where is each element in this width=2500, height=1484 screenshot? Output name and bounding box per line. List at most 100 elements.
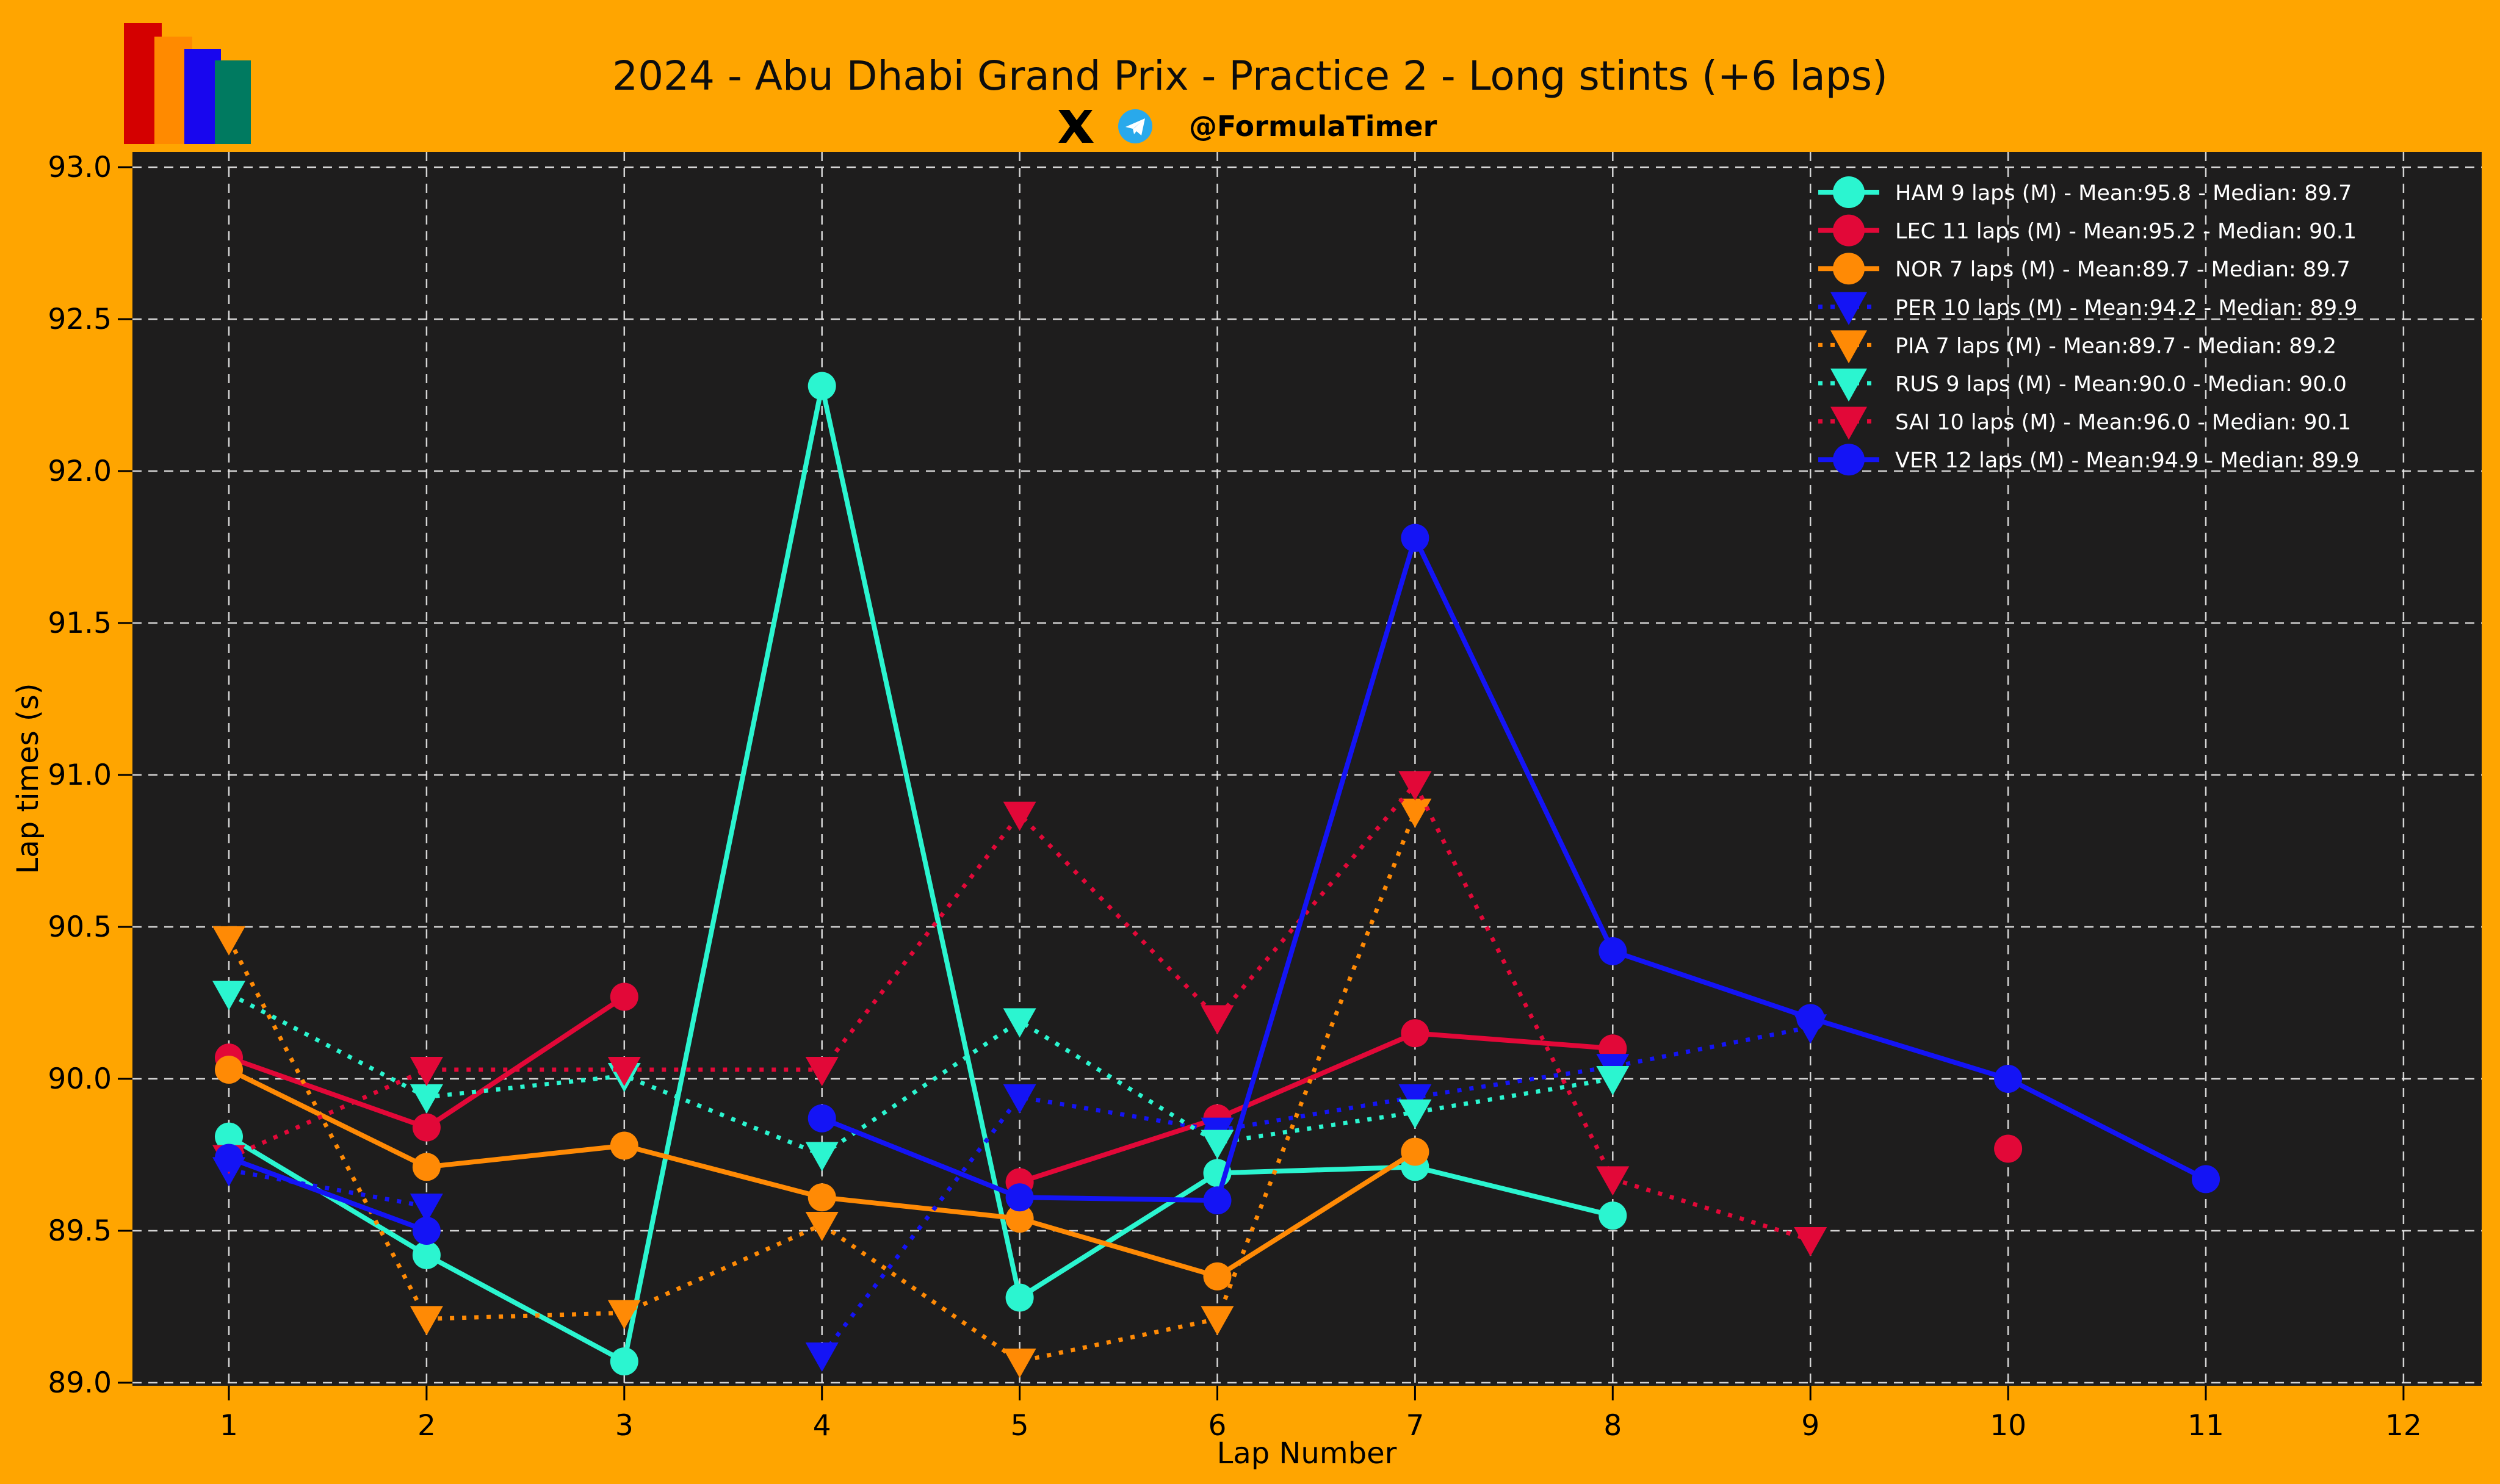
marker-RUS — [805, 1142, 839, 1172]
marker-PIA — [410, 1306, 443, 1336]
series-HAM-line-0 — [227, 385, 1614, 1366]
axes: 1 2 3 4 5 6 7 8 9 10 11 1289.089.590.090.591.091.59… — [48, 151, 2421, 1443]
marker-VER — [412, 1217, 441, 1245]
legend-label-VER: VER 12 laps (M) - Mean:94.9 - Median: 89… — [1895, 448, 2359, 473]
marker-HAM — [215, 1122, 243, 1151]
legend-label-LEC: LEC 11 laps (M) - Mean:95.2 - Median: 90… — [1895, 220, 2357, 244]
marker-LEC — [610, 982, 638, 1011]
series-RUS-line-0 — [228, 992, 1613, 1158]
y-tick-label-90.5: 90.5 — [48, 910, 112, 944]
gridlines — [132, 152, 2482, 1386]
series-VER-line-0 — [228, 1155, 428, 1233]
x-tick-label-12: 12 — [2385, 1409, 2422, 1443]
marker-VER — [2192, 1165, 2220, 1194]
marker-VER — [1994, 1065, 2023, 1093]
marker-VER — [215, 1144, 243, 1172]
series-PER-line-0 — [228, 1167, 427, 1209]
y-tick-label-89.5: 89.5 — [48, 1214, 112, 1248]
marker-PER — [1830, 292, 1867, 325]
marker-SAI — [1201, 1005, 1234, 1035]
marker-LEC — [1401, 1019, 1429, 1048]
legend-label-HAM: HAM 9 laps (M) - Mean:95.8 - Median: 89.… — [1895, 181, 2352, 206]
marker-HAM — [807, 372, 836, 400]
legend: HAM 9 laps (M) - Mean:95.8 - Median: 89.… — [1818, 176, 2359, 476]
marker-PIA — [805, 1212, 839, 1242]
legend-item-VER: VER 12 laps (M) - Mean:94.9 - Median: 89… — [1818, 444, 2359, 476]
marker-VER — [1401, 524, 1429, 552]
x-axis-label: Lap Number — [1217, 1436, 1397, 1471]
marker-SAI — [607, 1057, 641, 1087]
legend-label-NOR: NOR 7 laps (M) - Mean:89.7 - Median: 89.… — [1895, 258, 2350, 282]
x-tick-label-10: 10 — [1990, 1409, 2026, 1443]
x-tick-label-8: 8 — [1603, 1409, 1622, 1443]
marker-PIA — [1398, 798, 1432, 828]
series-VER — [215, 524, 2220, 1245]
legend-item-LEC: LEC 11 laps (M) - Mean:95.2 - Median: 90… — [1818, 214, 2357, 247]
marker-SAI — [1398, 771, 1432, 801]
plot-area — [132, 152, 2482, 1386]
y-tick-label-92.5: 92.5 — [48, 303, 112, 336]
marker-PER — [1003, 1084, 1036, 1114]
marker-NOR — [412, 1153, 441, 1181]
marker-LEC — [1994, 1134, 2023, 1163]
x-tick-label-11: 11 — [2188, 1409, 2224, 1443]
telegram-icon — [1118, 109, 1152, 143]
marker-HAM — [1599, 1201, 1627, 1230]
marker-VER — [1203, 1186, 1232, 1215]
marker-VER — [1833, 444, 1865, 476]
logo-bar-teal — [215, 60, 251, 144]
marker-NOR — [1833, 253, 1865, 285]
marker-RUS — [1596, 1066, 1630, 1095]
x-tick-label-6: 6 — [1208, 1409, 1227, 1443]
x-tick-label-5: 5 — [1011, 1409, 1029, 1443]
marker-HAM — [610, 1347, 638, 1376]
y-tick-label-92: 92.0 — [48, 455, 112, 488]
marker-PER — [410, 1194, 443, 1223]
series-LEC — [215, 982, 2023, 1197]
marker-VER — [1005, 1183, 1034, 1212]
y-tick-label-90: 90.0 — [48, 1062, 112, 1096]
y-tick-label-91.5: 91.5 — [48, 607, 112, 640]
marker-RUS — [1830, 369, 1867, 402]
series-PER-line-1 — [820, 1025, 1811, 1357]
marker-SAI — [1794, 1226, 1827, 1256]
x-social-icon — [1058, 110, 1094, 143]
legend-item-RUS: RUS 9 laps (M) - Mean:90.0 - Median: 90.… — [1818, 369, 2347, 402]
social-handle: @FormulaTimer — [1189, 110, 1437, 143]
marker-SAI — [805, 1057, 839, 1087]
x-tick-label-7: 7 — [1406, 1409, 1424, 1443]
series-NOR — [215, 1056, 1429, 1291]
marker-PIA — [212, 926, 245, 956]
marker-RUS — [1201, 1129, 1234, 1159]
legend-item-NOR: NOR 7 laps (M) - Mean:89.7 - Median: 89.… — [1818, 253, 2350, 285]
marker-SAI — [1003, 801, 1036, 831]
page-title: 2024 - Abu Dhabi Grand Prix - Practice 2… — [612, 52, 1888, 99]
marker-HAM — [1833, 176, 1865, 208]
x-tick-label-9: 9 — [1801, 1409, 1819, 1443]
marker-PIA — [1201, 1306, 1234, 1336]
series-PIA — [212, 798, 1432, 1378]
series-SAI-line-0 — [228, 780, 1812, 1242]
legend-item-HAM: HAM 9 laps (M) - Mean:95.8 - Median: 89.… — [1818, 176, 2352, 208]
legend-label-SAI: SAI 10 laps (M) - Mean:96.0 - Median: 90… — [1895, 411, 2351, 435]
marker-PIA — [1830, 330, 1867, 364]
legend-item-PIA: PIA 7 laps (M) - Mean:89.7 - Median: 89.… — [1818, 330, 2336, 364]
marker-RUS — [212, 981, 245, 1010]
marker-VER — [807, 1104, 836, 1133]
y-tick-label-93: 93.0 — [48, 151, 112, 184]
marker-NOR — [215, 1056, 243, 1084]
marker-PER — [805, 1342, 839, 1372]
legend-item-PER: PER 10 laps (M) - Mean:94.2 - Median: 89… — [1818, 292, 2358, 325]
series-LEC-line-1 — [1019, 1031, 1613, 1185]
marker-NOR — [610, 1131, 638, 1160]
marker-NOR — [807, 1183, 836, 1212]
marker-RUS — [410, 1084, 443, 1114]
marker-SAI — [410, 1057, 443, 1087]
legend-label-PIA: PIA 7 laps (M) - Mean:89.7 - Median: 89.… — [1895, 334, 2336, 358]
marker-LEC — [412, 1113, 441, 1142]
marker-NOR — [1203, 1262, 1232, 1291]
marker-RUS — [1003, 1008, 1036, 1038]
marker-PIA — [1003, 1349, 1036, 1378]
